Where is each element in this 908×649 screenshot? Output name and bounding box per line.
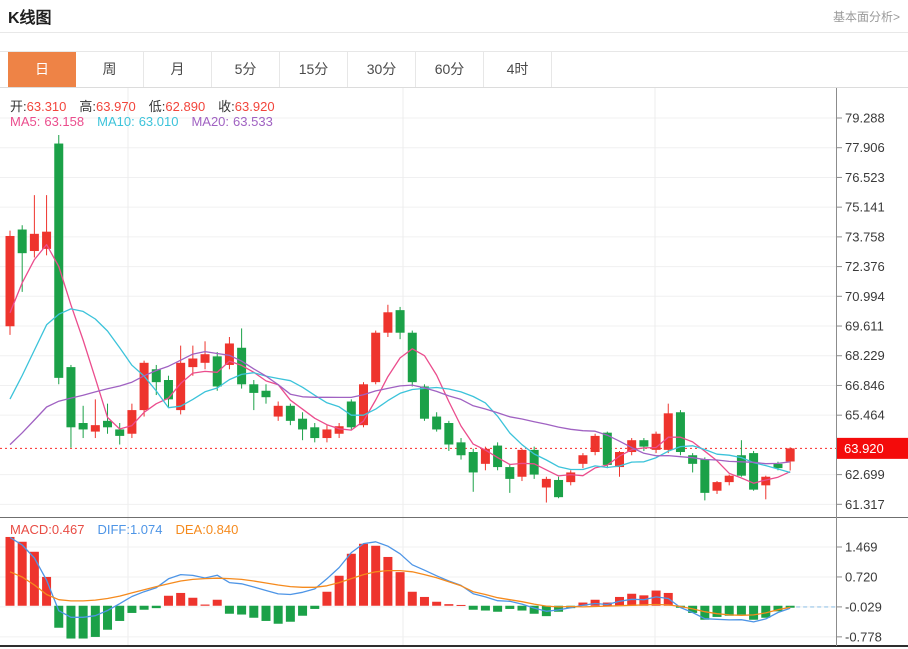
period-tab-日[interactable]: 日 — [8, 52, 76, 87]
chart-frame — [0, 88, 908, 647]
candles-layer — [5, 134, 795, 503]
period-tab-5分[interactable]: 5分 — [212, 52, 280, 87]
ma-lines — [9, 243, 791, 484]
period-tab-60分[interactable]: 60分 — [416, 52, 484, 87]
svg-text:79.288: 79.288 — [845, 111, 885, 126]
macd-lines — [9, 536, 836, 623]
svg-text:72.376: 72.376 — [845, 259, 885, 274]
svg-text:68.229: 68.229 — [845, 348, 885, 363]
period-tab-周[interactable]: 周 — [76, 52, 144, 87]
svg-text:69.611: 69.611 — [845, 319, 884, 334]
period-tabs: 日周月 5分 15分 30分 60分 4时 — [0, 51, 908, 88]
period-tab-月[interactable]: 月 — [144, 52, 212, 87]
page-title: K线图 — [8, 10, 52, 27]
svg-text:70.994: 70.994 — [845, 289, 885, 304]
period-tab-4时[interactable]: 4时 — [484, 52, 552, 87]
svg-text:66.846: 66.846 — [845, 378, 885, 393]
chart-area: 79.288 77.906 76.523 75.141 73.758 72.376 70.9… — [0, 88, 908, 649]
svg-text:-0.029: -0.029 — [845, 599, 882, 614]
svg-text:63.920: 63.920 — [844, 441, 884, 456]
svg-text:62.699: 62.699 — [845, 467, 885, 482]
fundamental-analysis-link[interactable]: 基本面分析> — [832, 9, 900, 24]
svg-text:65.464: 65.464 — [845, 408, 885, 423]
macd-histogram — [5, 536, 795, 639]
svg-text:1.469: 1.469 — [845, 540, 878, 555]
svg-text:0.720: 0.720 — [845, 569, 878, 584]
period-tab-30分[interactable]: 30分 — [348, 52, 416, 87]
svg-text:75.141: 75.141 — [845, 200, 885, 215]
svg-text:61.317: 61.317 — [845, 497, 885, 512]
svg-text:73.758: 73.758 — [845, 229, 885, 244]
current-price-badge: 63.920 — [837, 437, 908, 459]
period-tab-15分[interactable]: 15分 — [280, 52, 348, 87]
grid-layer — [0, 88, 836, 646]
y-axis: 79.288 77.906 76.523 75.141 73.758 72.376 70.9… — [836, 111, 885, 644]
svg-text:77.906: 77.906 — [845, 140, 885, 155]
svg-text:76.523: 76.523 — [845, 170, 885, 185]
kline-chart[interactable]: 79.288 77.906 76.523 75.141 73.758 72.376 70.9… — [0, 88, 908, 649]
svg-text:-0.778: -0.778 — [845, 629, 882, 644]
widget-header: K线图 基本面分析> — [0, 0, 908, 33]
